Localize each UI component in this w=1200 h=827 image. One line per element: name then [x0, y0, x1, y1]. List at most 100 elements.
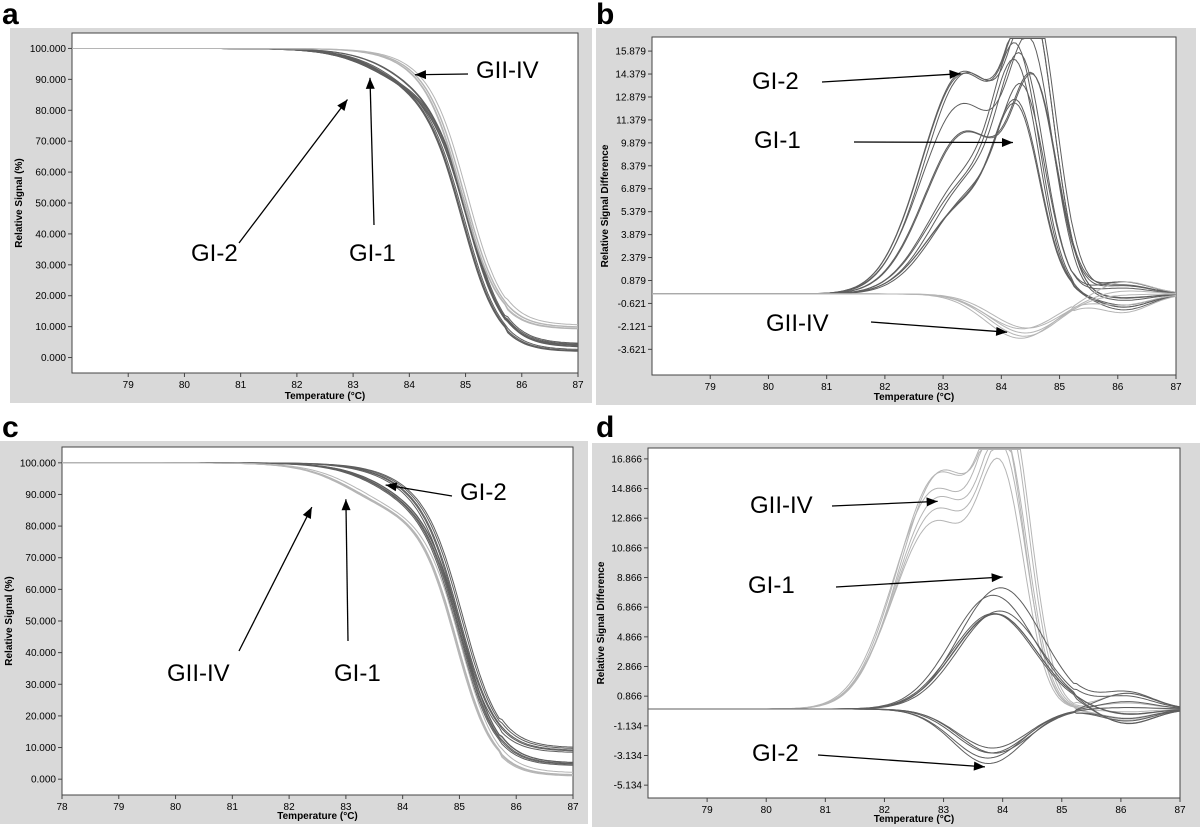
panel-a-plot-area: [71, 32, 579, 374]
x-tick-label: 85: [460, 380, 472, 391]
x-tick-label: 79: [705, 382, 717, 393]
annotation-gi-2: GI-2: [191, 240, 238, 267]
annotation-gii-iv: GII-IV: [476, 57, 539, 84]
annotation-arrow-line: [853, 141, 1013, 144]
y-tick-label: -3.621: [618, 345, 647, 356]
panel-d-plot-area: [647, 447, 1181, 799]
y-tick-label: 16.866: [611, 454, 642, 465]
annotation-arrowhead: [1001, 137, 1013, 147]
y-tick-label: 12.879: [615, 92, 646, 103]
y-tick-label: 0.000: [31, 775, 56, 786]
annotation-arrow-line: [831, 500, 938, 507]
y-tick-label: 60.000: [25, 585, 56, 596]
y-tick-label: 60.000: [35, 168, 66, 179]
annotation-arrowhead: [973, 761, 985, 771]
annotation-gii-iv: GII-IV: [167, 660, 230, 687]
panel-c-plot-area: [61, 446, 574, 796]
y-tick-label: -2.121: [618, 322, 647, 333]
annotation-arrow-line: [345, 499, 349, 642]
y-tick-label: 12.866: [611, 514, 642, 525]
x-axis-title: Temperature (°C): [285, 391, 366, 402]
x-tick-label: 86: [1112, 382, 1124, 393]
x-tick-label: 82: [879, 805, 891, 816]
series-gii-iv-curve: [62, 462, 574, 776]
y-tick-label: 10.000: [25, 743, 56, 754]
y-tick-label: 8.379: [621, 161, 646, 172]
x-tick-label: 81: [820, 805, 832, 816]
panel-c: 78 79 80 81 82 83 84 85 86 87 100.000 90.000 80.000 7…: [0, 441, 588, 824]
x-tick-label: 84: [997, 805, 1009, 816]
y-tick-label: 40.000: [35, 229, 66, 240]
y-tick-label: 40.000: [25, 648, 56, 659]
annotation-arrowhead: [337, 99, 348, 111]
y-tick-label: 70.000: [25, 553, 56, 564]
series-gii-iv-curve: [72, 48, 579, 326]
annotation-arrow-line: [821, 73, 961, 83]
annotation-gi-1: GI-1: [349, 240, 396, 267]
panel-a: 79 80 81 82 83 84 85 86 87 100.000 90.000 80.000 70.…: [10, 28, 592, 403]
y-tick-label: 100.000: [30, 44, 67, 55]
x-tick-label: 80: [761, 805, 773, 816]
x-tick-label: 84: [996, 382, 1008, 393]
annotation-gii-iv: GII-IV: [750, 492, 813, 519]
y-tick-label: 80.000: [25, 522, 56, 533]
y-tick-label: 14.379: [615, 70, 646, 81]
x-tick-label: 87: [1174, 805, 1186, 816]
y-tick-label: 10.000: [35, 322, 66, 333]
y-tick-label: 100.000: [20, 458, 57, 469]
y-tick-label: -0.621: [618, 299, 647, 310]
y-axis-title: Relative Signal Difference: [600, 144, 611, 267]
y-tick-label: 6.879: [621, 184, 646, 195]
annotation-arrow-line: [369, 77, 375, 226]
x-tick-label: 82: [284, 802, 296, 813]
x-tick-label: 80: [763, 382, 775, 393]
annotation-gi-2: GI-2: [752, 68, 799, 95]
y-tick-label: 0.866: [617, 692, 642, 703]
y-axis-title: Relative Signal (%): [4, 576, 15, 665]
y-tick-label: 4.866: [617, 632, 642, 643]
y-tick-label: 30.000: [25, 680, 56, 691]
x-tick-label: 83: [348, 380, 360, 391]
y-tick-label: 30.000: [35, 260, 66, 271]
annotation-arrowhead: [302, 507, 312, 519]
annotation-arrow-line: [238, 99, 349, 244]
series-gi-2-curve: [648, 692, 1181, 754]
annotation-arrow-line: [870, 321, 1008, 333]
annotation-arrow-line: [238, 506, 313, 652]
annotation-gi-1: GI-1: [754, 127, 801, 154]
y-tick-label: 90.000: [35, 75, 66, 86]
x-tick-label: 80: [179, 380, 191, 391]
x-tick-label: 84: [397, 802, 409, 813]
y-axis-title: Relative Signal (%): [14, 158, 25, 247]
y-tick-label: 50.000: [35, 199, 66, 210]
y-tick-label: 70.000: [35, 137, 66, 148]
panel-letter-b: b: [596, 0, 614, 31]
x-tick-label: 82: [291, 380, 303, 391]
y-tick-label: 80.000: [35, 106, 66, 117]
x-axis-title: Temperature (°C): [874, 814, 955, 825]
x-tick-label: 78: [56, 802, 68, 813]
y-tick-label: 9.879: [621, 138, 646, 149]
x-tick-label: 79: [702, 805, 714, 816]
x-tick-label: 85: [1056, 805, 1068, 816]
annotation-arrowhead: [926, 497, 938, 507]
panel-b: 79 80 81 82 83 84 85 86 87 15.879 14.379 12.879 11.3…: [596, 28, 1196, 405]
annotation-arrowhead: [365, 77, 375, 89]
x-tick-label: 81: [821, 382, 833, 393]
x-tick-label: 86: [516, 380, 528, 391]
panel-d: 79 80 81 82 83 84 85 86 87 16.866 14.866 12.866 10.8…: [592, 443, 1200, 827]
x-tick-label: 87: [572, 380, 584, 391]
x-tick-label: 80: [170, 802, 182, 813]
y-tick-label: 14.866: [611, 484, 642, 495]
x-tick-label: 83: [938, 382, 950, 393]
y-tick-label: 3.879: [621, 230, 646, 241]
annotation-arrow-line: [385, 484, 453, 497]
y-tick-label: -5.134: [614, 781, 643, 792]
annotation-arrowhead: [341, 499, 351, 511]
panel-letter-a: a: [2, 0, 19, 31]
annotation-arrow-line: [817, 754, 985, 768]
panel-letter-d: d: [596, 411, 614, 444]
x-tick-label: 85: [454, 802, 466, 813]
x-tick-label: 86: [511, 802, 523, 813]
y-tick-label: 90.000: [25, 490, 56, 501]
